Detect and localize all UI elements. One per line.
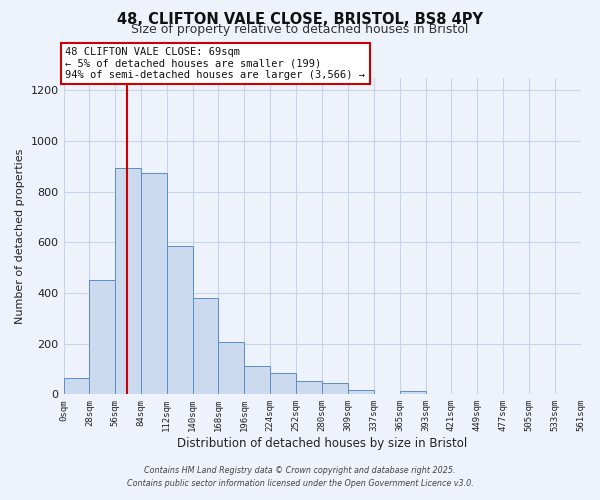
Bar [141,172,167,394]
Text: Size of property relative to detached houses in Bristol: Size of property relative to detached ho… [131,22,469,36]
Bar [193,298,218,394]
Text: 48 CLIFTON VALE CLOSE: 69sqm
← 5% of detached houses are smaller (199)
94% of se: 48 CLIFTON VALE CLOSE: 69sqm ← 5% of det… [65,47,365,80]
Bar [296,381,322,394]
Bar [400,390,425,394]
X-axis label: Distribution of detached houses by size in Bristol: Distribution of detached houses by size … [177,437,467,450]
Bar [218,342,244,394]
Bar [244,366,270,394]
Bar [322,383,348,394]
Bar [115,168,141,394]
Text: Contains HM Land Registry data © Crown copyright and database right 2025.
Contai: Contains HM Land Registry data © Crown c… [127,466,473,487]
Y-axis label: Number of detached properties: Number of detached properties [15,148,25,324]
Bar [89,280,115,394]
Text: 48, CLIFTON VALE CLOSE, BRISTOL, BS8 4PY: 48, CLIFTON VALE CLOSE, BRISTOL, BS8 4PY [117,12,483,28]
Bar [270,373,296,394]
Bar [167,246,193,394]
Bar [64,378,89,394]
Bar [348,390,374,394]
